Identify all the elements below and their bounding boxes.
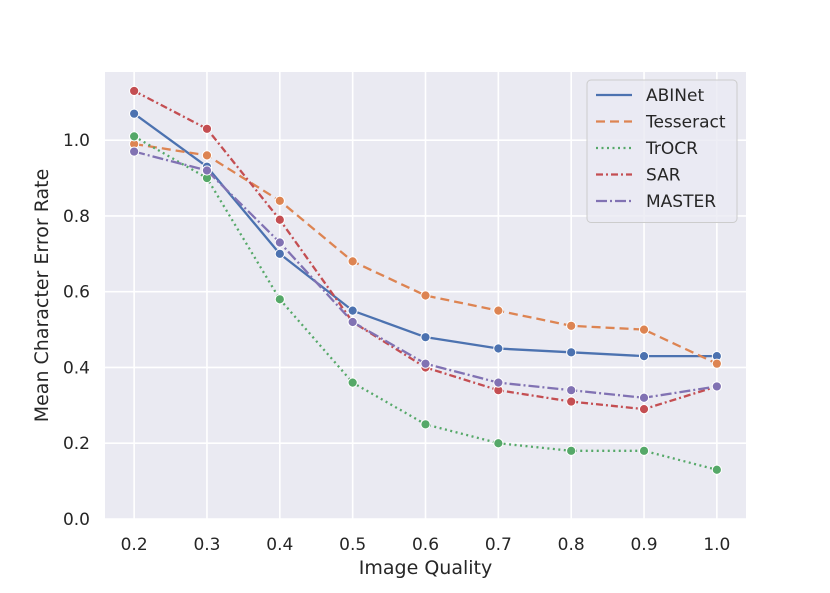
legend-label: SAR — [646, 166, 681, 186]
x-axis-ticks: 0.2 0.3 0.4 0.5 0.6 0.7 0.8 0.9 1.0 — [121, 535, 731, 555]
data-point — [638, 445, 650, 456]
x-tick-label: 0.8 — [558, 535, 585, 555]
data-point — [274, 195, 285, 206]
data-point — [129, 131, 140, 142]
data-point — [493, 343, 504, 354]
x-tick-label: 0.6 — [412, 535, 439, 555]
data-point — [566, 396, 577, 407]
data-point — [420, 358, 431, 369]
data-point — [129, 85, 140, 97]
y-tick-label: 0.4 — [63, 358, 90, 378]
x-tick-label: 0.7 — [485, 535, 512, 555]
legend-label: ABINet — [646, 86, 704, 106]
y-tick-label: 1.0 — [63, 131, 90, 151]
data-point — [420, 332, 431, 343]
x-tick-label: 0.4 — [266, 535, 293, 555]
x-tick-label: 0.3 — [193, 535, 220, 555]
data-point — [201, 150, 213, 161]
data-point — [420, 290, 431, 301]
legend: ABINet Tesseract TrOCR SAR MASTER — [586, 79, 738, 223]
data-point — [129, 146, 140, 157]
data-point — [711, 381, 722, 392]
y-tick-label: 0.0 — [63, 510, 90, 530]
data-point — [129, 108, 140, 119]
data-point — [274, 294, 285, 305]
data-point — [274, 214, 285, 225]
series-master — [129, 146, 722, 403]
data-point — [711, 464, 722, 475]
x-tick-label: 0.9 — [630, 535, 657, 555]
data-point — [566, 445, 577, 456]
data-point — [493, 438, 504, 449]
data-point — [566, 320, 577, 331]
y-axis-label: Mean Character Error Rate — [31, 169, 53, 423]
x-tick-label: 0.2 — [121, 535, 148, 555]
x-tick-label: 0.5 — [339, 535, 366, 555]
y-tick-label: 0.6 — [63, 283, 90, 303]
y-tick-label: 0.8 — [63, 207, 90, 227]
data-point — [638, 392, 650, 403]
data-point — [274, 248, 285, 259]
data-point — [638, 351, 650, 362]
data-point — [566, 347, 577, 358]
data-point — [347, 377, 358, 388]
data-point — [711, 358, 722, 369]
data-point — [638, 324, 650, 335]
legend-label: TrOCR — [645, 139, 698, 159]
data-point — [420, 419, 431, 430]
legend-label: Tesseract — [645, 113, 726, 133]
legend-label: MASTER — [646, 192, 716, 212]
series-trocr — [129, 131, 722, 475]
y-tick-label: 0.2 — [63, 434, 90, 454]
data-point — [274, 237, 285, 248]
data-point — [493, 377, 504, 388]
legend-box — [586, 79, 738, 223]
data-point — [566, 385, 577, 396]
y-axis-ticks: 0.0 0.2 0.4 0.6 0.8 1.0 — [63, 131, 90, 530]
data-point — [638, 404, 650, 415]
data-point — [201, 165, 213, 176]
x-tick-label: 1.0 — [703, 535, 730, 555]
data-point — [347, 305, 358, 316]
data-point — [347, 316, 358, 328]
x-axis-label: Image Quality — [359, 557, 492, 579]
data-point — [493, 305, 504, 316]
series-group — [129, 85, 722, 475]
data-point — [201, 123, 213, 134]
data-point — [347, 256, 358, 267]
series-line — [133, 142, 718, 365]
series-tesseract — [129, 138, 722, 369]
